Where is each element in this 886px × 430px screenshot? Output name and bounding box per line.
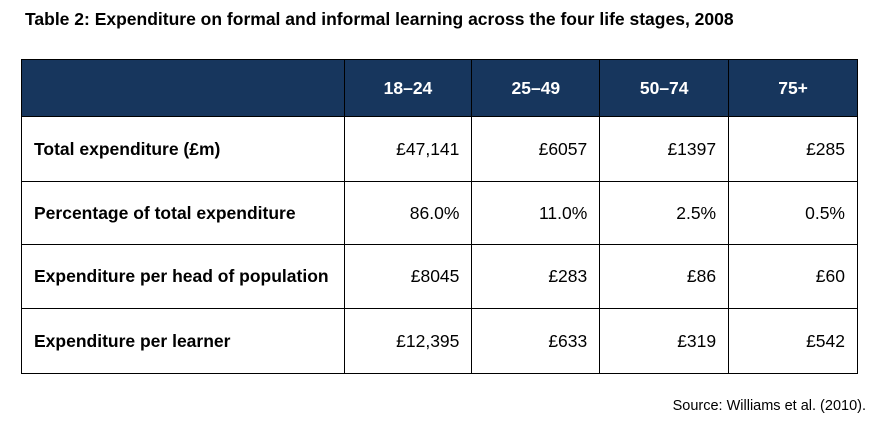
table-cell: £86: [599, 244, 730, 309]
table-cell: £283: [471, 244, 601, 309]
table-header-row: 18–24 25–49 50–74 75+: [21, 59, 858, 117]
table-cell: £12,395: [343, 308, 473, 374]
table-row-percentage: Percentage of total expenditure 86.0% 11…: [21, 181, 858, 245]
table-cell: 86.0%: [343, 181, 473, 245]
row-label: Expenditure per learner: [21, 308, 345, 374]
table-cell: £60: [728, 244, 858, 309]
table-title: Table 2: Expenditure on formal and infor…: [25, 9, 734, 29]
expenditure-table: 18–24 25–49 50–74 75+ Total expenditure …: [21, 59, 858, 374]
table-cell: 11.0%: [471, 181, 601, 245]
table-cell: £319: [599, 308, 730, 374]
source-note: Source: Williams et al. (2010).: [672, 398, 866, 414]
table-cell: £1397: [599, 116, 730, 182]
table-cell: £633: [471, 308, 601, 374]
table-cell: £47,141: [343, 116, 473, 182]
column-header-75-plus: 75+: [728, 59, 858, 117]
row-label: Expenditure per head of population: [21, 244, 345, 309]
column-header-50-74: 50–74: [599, 59, 730, 117]
table-row-per-learner: Expenditure per learner £12,395 £633 £31…: [21, 308, 858, 374]
table-cell: £8045: [343, 244, 473, 309]
table-row-per-head: Expenditure per head of population £8045…: [21, 244, 858, 309]
table-row-total-expenditure: Total expenditure (£m) £47,141 £6057 £13…: [21, 116, 858, 182]
table-cell: 0.5%: [728, 181, 858, 245]
table-cell: £6057: [471, 116, 601, 182]
column-header-18-24: 18–24: [343, 59, 473, 117]
table-cell: £285: [728, 116, 858, 182]
row-label: Percentage of total expenditure: [21, 181, 345, 245]
table-cell: 2.5%: [599, 181, 730, 245]
header-corner-cell: [21, 59, 345, 117]
table-cell: £542: [728, 308, 858, 374]
column-header-25-49: 25–49: [471, 59, 601, 117]
row-label: Total expenditure (£m): [21, 116, 345, 182]
